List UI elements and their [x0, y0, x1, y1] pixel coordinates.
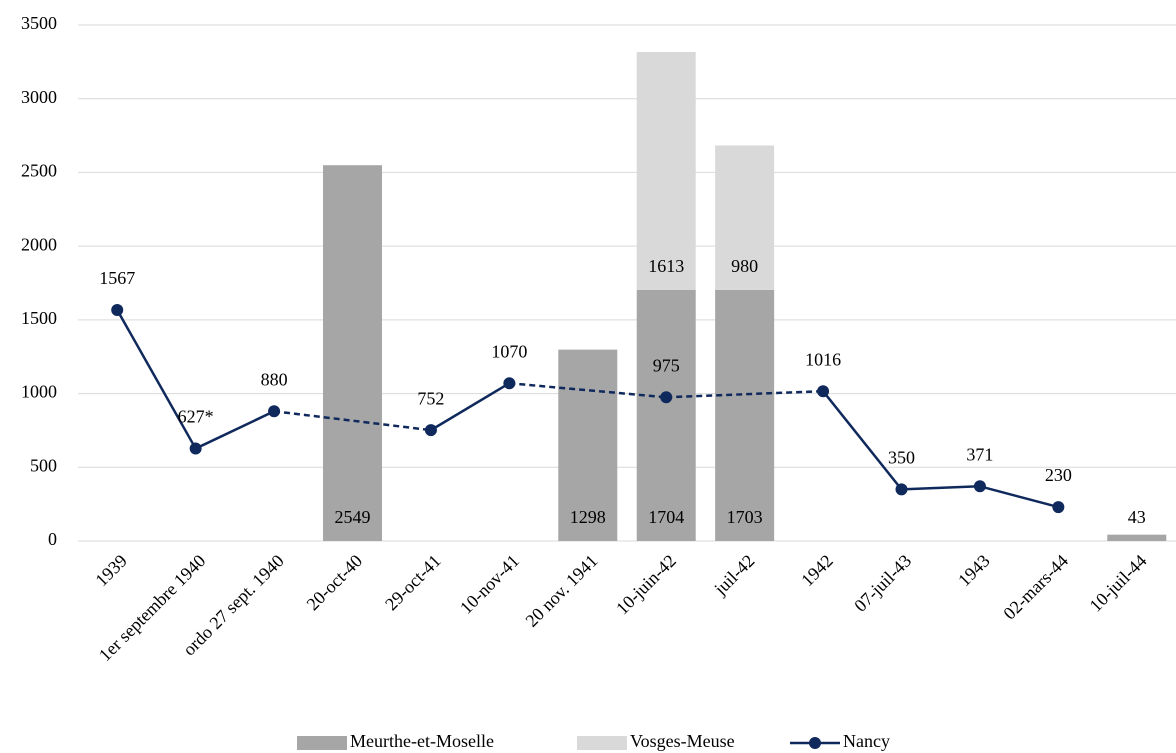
x-tick-label: 1943 [954, 551, 994, 591]
legend-label: Vosges-Meuse [630, 731, 735, 751]
line-segment [116, 309, 197, 450]
y-tick-label: 2000 [21, 234, 57, 254]
line-marker [424, 424, 437, 437]
bar [636, 51, 696, 290]
legend-swatch [809, 737, 821, 749]
y-tick-label: 3500 [21, 13, 57, 33]
data-label: 43 [1128, 507, 1146, 527]
line-marker [973, 480, 986, 493]
y-tick-label: 1000 [21, 382, 57, 402]
data-label: 880 [261, 369, 288, 389]
legend-swatch [577, 736, 627, 750]
line-segment [509, 382, 667, 399]
data-label: 2549 [335, 507, 371, 527]
bar [636, 289, 696, 541]
data-label: 752 [417, 388, 444, 408]
line-segment [430, 382, 510, 432]
y-tick-label: 1500 [21, 308, 57, 328]
y-tick-label: 500 [30, 455, 57, 475]
line-marker [1052, 501, 1065, 514]
line-segment [666, 389, 824, 399]
data-label: 1567 [99, 268, 135, 288]
line-segment [901, 485, 980, 491]
x-tick-label: 02-mars-44 [999, 551, 1072, 624]
line-marker [503, 377, 516, 390]
bar [558, 349, 618, 541]
data-label: 1070 [491, 341, 527, 361]
y-tick-label: 3000 [21, 87, 57, 107]
bar [715, 289, 775, 541]
data-label: 1703 [727, 507, 763, 527]
y-tick-label: 0 [48, 529, 57, 549]
line-marker [660, 391, 673, 404]
legend-label: Nancy [843, 731, 890, 751]
legend-label: Meurthe-et-Moselle [350, 731, 494, 751]
data-label: 1298 [570, 507, 606, 527]
bar [1107, 534, 1167, 541]
data-label: 980 [731, 256, 758, 276]
x-tick-label: 1942 [797, 551, 837, 591]
x-tick-label: 20-oct-40 [303, 551, 367, 615]
bar [715, 145, 775, 290]
legend-swatch [297, 736, 347, 750]
data-label: 350 [888, 448, 915, 468]
data-label: 1613 [648, 256, 684, 276]
x-tick-label: 10-nov-41 [456, 551, 523, 618]
x-tick-label: 29-oct-41 [381, 551, 445, 615]
line-segment [822, 390, 903, 491]
data-label: 975 [653, 355, 680, 375]
x-tick-label: 20 nov. 1941 [521, 551, 601, 631]
data-label: 1704 [648, 507, 684, 527]
line-segment [195, 410, 275, 450]
x-tick-label: juil-42 [710, 551, 759, 600]
line-marker [111, 303, 124, 316]
y-tick-label: 2500 [21, 161, 57, 181]
x-tick-label: 10-juin-42 [612, 551, 680, 619]
line-marker [817, 385, 830, 398]
x-tick-label: 07-juil-43 [850, 551, 915, 616]
line-marker [189, 442, 202, 455]
line-segment [273, 410, 432, 432]
data-label: 627* [178, 407, 214, 427]
line-marker [895, 483, 908, 496]
data-label: 230 [1045, 465, 1072, 485]
x-tick-label: 1939 [91, 551, 131, 591]
data-label: 1016 [805, 349, 841, 369]
line-marker [268, 405, 281, 418]
data-label: 371 [966, 444, 993, 464]
bar [323, 165, 382, 541]
x-tick-label: 10-juil-44 [1085, 551, 1150, 616]
line-segment [979, 485, 1059, 509]
